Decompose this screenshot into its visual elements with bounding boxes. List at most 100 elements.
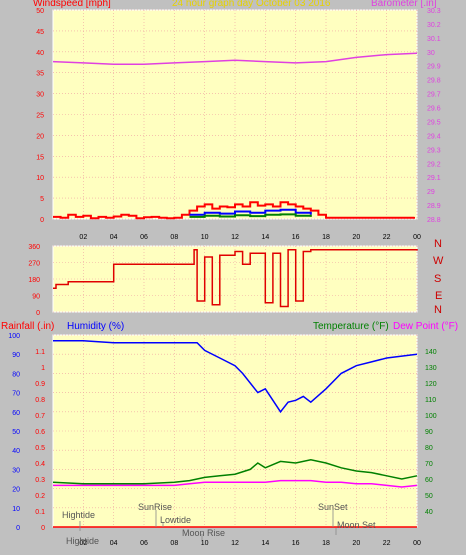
wind-tick-label: 20 bbox=[36, 133, 44, 140]
humidity-x-tick-label: 10 bbox=[201, 540, 209, 547]
temperature-tick-label: 40 bbox=[425, 509, 433, 516]
wind-x-tick-label: 10 bbox=[201, 234, 209, 241]
barometer-tick-label: 29.3 bbox=[427, 147, 441, 154]
barometer-tick-label: 30.3 bbox=[427, 8, 441, 15]
direction-label-n-bottom: N bbox=[434, 304, 442, 316]
wind-x-tick-label: 06 bbox=[140, 234, 148, 241]
wind-direction-line bbox=[53, 248, 418, 308]
humidity-x-tick-label: 18 bbox=[322, 540, 330, 547]
moonrise-label: Moon Rise bbox=[182, 528, 226, 538]
wind-x-tick-label: 02 bbox=[79, 234, 87, 241]
humidity-tick-label: 10 bbox=[12, 506, 20, 513]
wind-x-tick-label: 20 bbox=[352, 234, 360, 241]
temperature-tick-label: 110 bbox=[425, 397, 436, 404]
dewpoint-axis-label: Dew Point (°F) bbox=[393, 321, 459, 332]
humidity-x-tick-label: 04 bbox=[110, 540, 118, 547]
temperature-tick-label: 140 bbox=[425, 349, 437, 356]
wind-x-tick-label: 12 bbox=[231, 234, 239, 241]
humidity-x-tick-label: 06 bbox=[140, 540, 148, 547]
rain-tick-label: 0.8 bbox=[35, 397, 45, 404]
rainfall-axis-label: Rainfall (.in) bbox=[1, 321, 55, 332]
humidity-x-tick-label: 08 bbox=[170, 540, 178, 547]
direction-tick-label: 360 bbox=[28, 244, 40, 251]
direction-tick-label: 180 bbox=[28, 277, 40, 284]
humidity-line bbox=[53, 340, 418, 414]
wind-tick-label: 50 bbox=[36, 8, 44, 15]
barometer-tick-label: 29.7 bbox=[427, 92, 441, 99]
humidity-tick-label: 40 bbox=[12, 448, 20, 455]
direction-tick-label: 90 bbox=[32, 294, 40, 301]
direction-label-n-top: N bbox=[434, 238, 442, 250]
wind-x-tick-label: 00 bbox=[413, 234, 421, 241]
barometer-tick-label: 29.6 bbox=[427, 106, 441, 113]
humidity-tick-label: 30 bbox=[12, 467, 20, 474]
direction-tick-label: 270 bbox=[28, 261, 40, 268]
sunset-label: SunSet bbox=[318, 502, 348, 512]
rain-tick-label: 1 bbox=[41, 365, 45, 372]
wind-tick-label: 30 bbox=[36, 92, 44, 99]
graph-title: 24 hour graph day October 03 2016 bbox=[172, 0, 331, 9]
wind-tick-label: 40 bbox=[36, 50, 44, 57]
humidity-temperature-chart: 010203040506070809010000.10.20.30.40.50.… bbox=[8, 333, 436, 547]
astro-markers bbox=[79, 510, 337, 540]
temperature-tick-label: 60 bbox=[425, 477, 433, 484]
humidity-x-tick-label: 00 bbox=[413, 540, 421, 547]
rain-tick-label: 1.1 bbox=[35, 349, 45, 356]
wind-low-line bbox=[189, 213, 312, 218]
temperature-tick-label: 50 bbox=[425, 493, 433, 500]
moonset-label: Moon Set bbox=[337, 520, 376, 530]
humidity-x-tick-label: 02 bbox=[79, 540, 87, 547]
humidity-x-tick-label: 20 bbox=[352, 540, 360, 547]
humidity-x-tick-label: 22 bbox=[383, 540, 391, 547]
humidity-tick-label: 100 bbox=[8, 333, 20, 340]
humidity-tick-label: 0 bbox=[16, 525, 20, 532]
direction-label-s: S bbox=[434, 273, 442, 285]
humidity-x-tick-label: 14 bbox=[261, 540, 269, 547]
direction-tick-label: 0 bbox=[36, 310, 40, 317]
barometer-tick-label: 28.9 bbox=[427, 203, 441, 210]
barometer-tick-label: 28.8 bbox=[427, 217, 441, 224]
lowtide-label: Lowtide bbox=[160, 515, 192, 525]
humidity-axis-label: Humidity (%) bbox=[67, 321, 125, 332]
wind-x-tick-label: 04 bbox=[110, 234, 118, 241]
wind-gust-line bbox=[189, 208, 312, 216]
temperature-tick-label: 90 bbox=[425, 429, 433, 436]
windspeed-axis-label: Windspeed [mph] bbox=[33, 0, 111, 9]
barometer-tick-label: 29.2 bbox=[427, 161, 441, 168]
humidity-tick-label: 20 bbox=[12, 487, 20, 494]
barometer-tick-label: 30 bbox=[427, 50, 435, 57]
wind-x-tick-label: 14 bbox=[261, 234, 269, 241]
dewpoint-line bbox=[53, 479, 418, 488]
wind-x-tick-label: 18 bbox=[322, 234, 330, 241]
barometer-axis-label: Barometer [.in] bbox=[371, 0, 437, 9]
rain-tick-label: 0.6 bbox=[35, 429, 45, 436]
direction-label-e: E bbox=[435, 290, 443, 302]
rain-tick-label: 0 bbox=[41, 525, 45, 532]
wind-avg-line bbox=[53, 201, 415, 220]
temperature-tick-label: 100 bbox=[425, 413, 437, 420]
rain-tick-label: 0.7 bbox=[35, 413, 45, 420]
wind-direction-chart: 0 90 180 270 360 bbox=[28, 244, 418, 317]
humidity-tick-label: 80 bbox=[12, 371, 20, 378]
humidity-tick-label: 60 bbox=[12, 410, 20, 417]
temperature-tick-label: 120 bbox=[425, 381, 437, 388]
rain-tick-label: 0.2 bbox=[35, 493, 45, 500]
temperature-tick-label: 130 bbox=[425, 365, 437, 372]
barometer-tick-label: 29.8 bbox=[427, 78, 441, 85]
humidity-tick-label: 50 bbox=[12, 429, 20, 436]
humidity-tick-label: 70 bbox=[12, 391, 20, 398]
barometer-tick-label: 30.1 bbox=[427, 36, 441, 43]
wind-x-tick-label: 22 bbox=[383, 234, 391, 241]
rain-tick-label: 0.1 bbox=[35, 509, 45, 516]
barometer-tick-label: 29.5 bbox=[427, 119, 441, 126]
wind-tick-label: 5 bbox=[40, 196, 44, 203]
hightide-label-2: Hightide bbox=[66, 536, 100, 546]
humidity-tick-label: 90 bbox=[12, 352, 20, 359]
temperature-axis-label: Temperature (°F) bbox=[313, 321, 389, 332]
temperature-line bbox=[52, 459, 418, 485]
wind-tick-label: 15 bbox=[36, 154, 44, 161]
wind-tick-label: 25 bbox=[36, 113, 44, 120]
rain-tick-label: 0.9 bbox=[35, 381, 45, 388]
barometer-tick-label: 29 bbox=[427, 189, 435, 196]
wind-barometer-chart: 0 5 10 15 20 25 30 35 40 45 50 28.8 28.9 29 29.1 29.2 29… bbox=[36, 8, 441, 241]
